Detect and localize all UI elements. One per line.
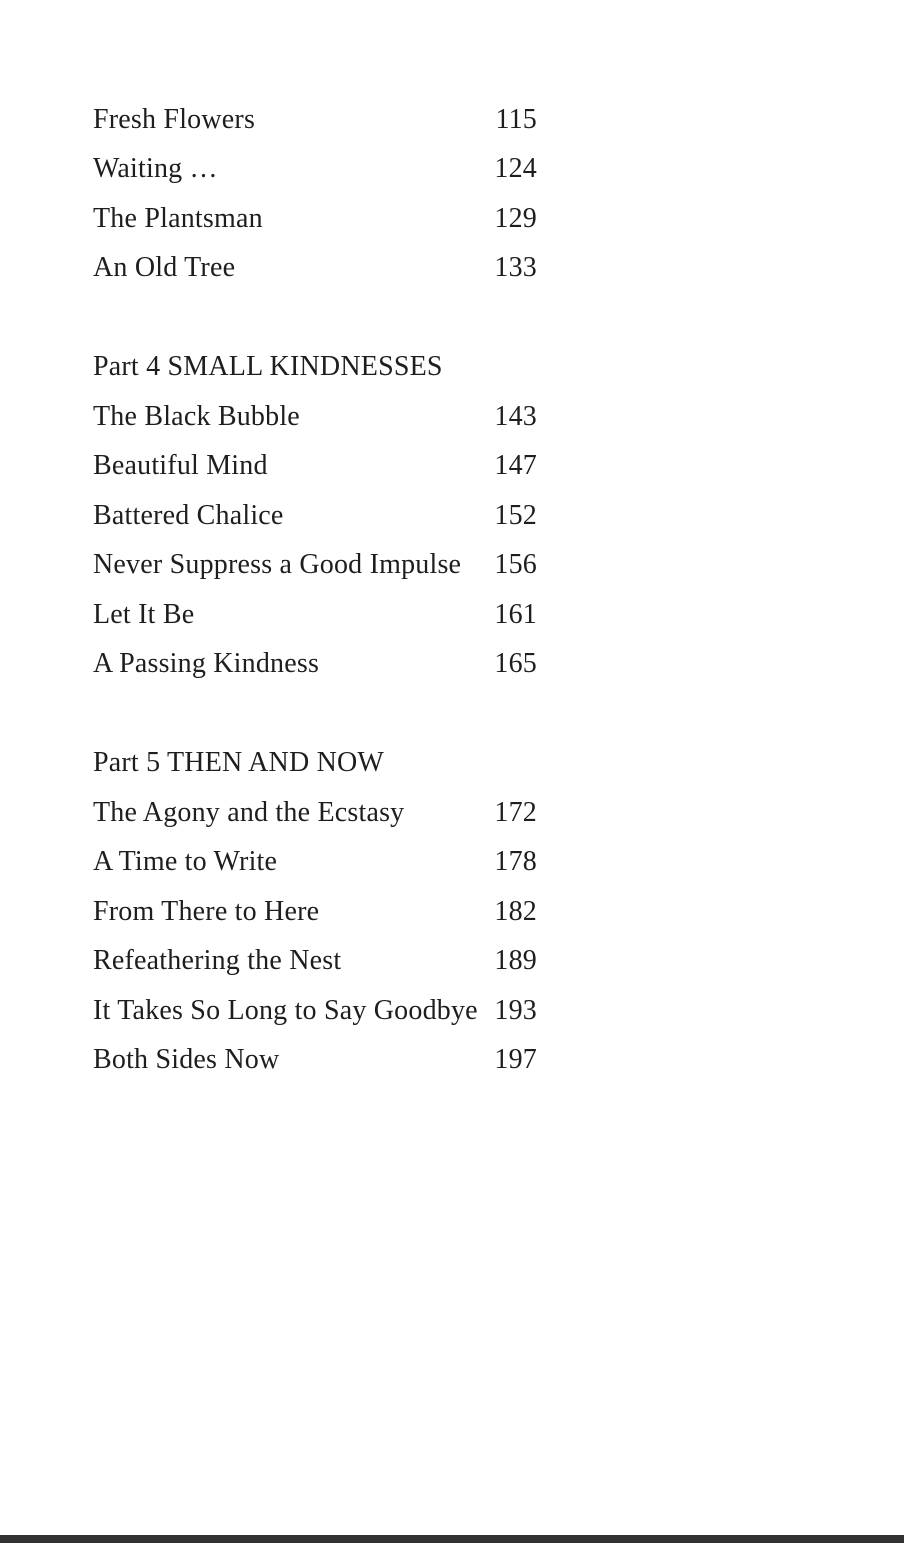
toc-entry-title: A Passing Kindness: [93, 648, 320, 680]
toc-entry[interactable]: Battered Chalice 152: [93, 491, 537, 541]
toc-entry[interactable]: It Takes So Long to Say Goodbye 193: [93, 986, 537, 1036]
toc-entry-title: It Takes So Long to Say Goodbye: [93, 994, 478, 1026]
toc-entry[interactable]: Let It Be 161: [93, 590, 537, 640]
bottom-bar: [0, 1535, 904, 1543]
toc-entry[interactable]: Beautiful Mind 147: [93, 442, 537, 492]
toc-section-heading: Part 4 SMALL KINDNESSES: [93, 343, 537, 393]
table-of-contents: Fresh Flowers 115 Waiting … 124 The Plan…: [93, 95, 537, 1085]
toc-entry-page-number: 172: [494, 796, 537, 828]
toc-entry-title: Battered Chalice: [93, 499, 284, 531]
toc-entry-page-number: 115: [495, 103, 537, 135]
toc-entry[interactable]: Waiting … 124: [93, 145, 537, 195]
toc-entry-page-number: 197: [494, 1044, 537, 1076]
toc-entry[interactable]: A Time to Write 178: [93, 838, 537, 888]
toc-section-heading-label: Part 4 SMALL KINDNESSES: [93, 351, 443, 383]
toc-entry-title: The Plantsman: [93, 202, 263, 234]
toc-entry-page-number: 193: [494, 994, 537, 1026]
toc-section: Part 5 THEN AND NOW The Agony and the Ec…: [93, 739, 537, 1086]
toc-entry-page-number: 143: [494, 400, 537, 432]
toc-section-heading-label: Part 5 THEN AND NOW: [93, 747, 385, 779]
toc-section-heading: Part 5 THEN AND NOW: [93, 739, 537, 789]
toc-entry-page-number: 156: [494, 549, 537, 581]
toc-entry-title: The Agony and the Ecstasy: [93, 796, 405, 828]
toc-entry-title: Beautiful Mind: [93, 450, 268, 482]
toc-entry[interactable]: An Old Tree 133: [93, 244, 537, 294]
toc-entry[interactable]: Both Sides Now 197: [93, 1036, 537, 1086]
toc-entry[interactable]: A Passing Kindness 165: [93, 640, 537, 690]
toc-entry-page-number: 161: [494, 598, 537, 630]
toc-entry-title: Both Sides Now: [93, 1044, 280, 1076]
toc-entry-title: The Black Bubble: [93, 400, 300, 432]
toc-entry[interactable]: Refeathering the Nest 189: [93, 937, 537, 987]
toc-entry-page-number: 178: [494, 846, 537, 878]
toc-entry-page-number: 133: [494, 252, 537, 284]
toc-entry[interactable]: The Black Bubble 143: [93, 392, 537, 442]
toc-entry-page-number: 152: [494, 499, 537, 531]
toc-entry-title: From There to Here: [93, 895, 320, 927]
toc-entry-page-number: 147: [494, 450, 537, 482]
toc-entry-title: Fresh Flowers: [93, 103, 256, 135]
toc-section: Fresh Flowers 115 Waiting … 124 The Plan…: [93, 95, 537, 293]
toc-entry[interactable]: The Agony and the Ecstasy 172: [93, 788, 537, 838]
toc-entry[interactable]: Fresh Flowers 115: [93, 95, 537, 145]
toc-entry[interactable]: Never Suppress a Good Impulse 156: [93, 541, 537, 591]
toc-entry[interactable]: From There to Here 182: [93, 887, 537, 937]
toc-entry-page-number: 189: [494, 945, 537, 977]
toc-section: Part 4 SMALL KINDNESSES The Black Bubble…: [93, 343, 537, 690]
toc-entry-page-number: 129: [494, 202, 537, 234]
toc-entry[interactable]: The Plantsman 129: [93, 194, 537, 244]
toc-entry-page-number: 182: [494, 895, 537, 927]
toc-entry-title: Waiting …: [93, 153, 218, 185]
toc-entry-page-number: 165: [494, 648, 537, 680]
toc-entry-title: Refeathering the Nest: [93, 945, 342, 977]
toc-entry-title: Let It Be: [93, 598, 195, 630]
toc-entry-title: An Old Tree: [93, 252, 236, 284]
toc-entry-title: A Time to Write: [93, 846, 278, 878]
toc-entry-title: Never Suppress a Good Impulse: [93, 549, 462, 581]
toc-entry-page-number: 124: [494, 153, 537, 185]
